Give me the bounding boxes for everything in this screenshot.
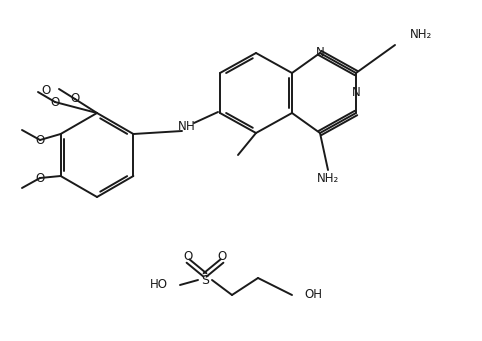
Text: N: N	[316, 46, 324, 59]
Text: HO: HO	[150, 279, 168, 292]
Text: N: N	[178, 120, 187, 133]
Text: O: O	[217, 250, 227, 263]
Text: O: O	[70, 92, 80, 105]
Text: N: N	[352, 87, 361, 100]
Text: NH₂: NH₂	[317, 172, 339, 184]
Text: S: S	[201, 273, 209, 286]
Text: O: O	[42, 85, 51, 98]
Text: O: O	[183, 250, 193, 263]
Text: O: O	[51, 95, 60, 108]
Text: NH₂: NH₂	[410, 29, 432, 42]
Text: H: H	[186, 120, 194, 133]
Text: O: O	[35, 172, 45, 184]
Text: O: O	[35, 133, 45, 147]
Text: OH: OH	[304, 288, 322, 301]
